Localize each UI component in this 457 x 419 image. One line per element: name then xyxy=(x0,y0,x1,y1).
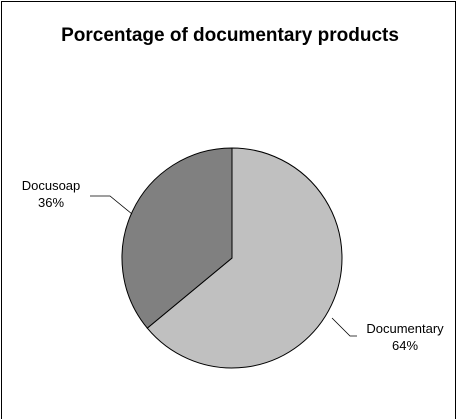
pie-slice-docusoap xyxy=(121,147,233,329)
documentary-leader-line xyxy=(331,317,357,337)
chart-title: Porcentage of documentary products xyxy=(61,25,399,46)
docusoap-pct-label: 36% xyxy=(38,195,64,210)
pie-slice-documentary xyxy=(146,147,343,369)
docusoap-leader-line xyxy=(90,195,133,215)
documentary-pct-label: 64% xyxy=(392,338,418,353)
docusoap-name-label: Docusoap xyxy=(22,178,81,193)
documentary-name-label: Documentary xyxy=(366,321,444,336)
pie-slices xyxy=(121,147,343,369)
